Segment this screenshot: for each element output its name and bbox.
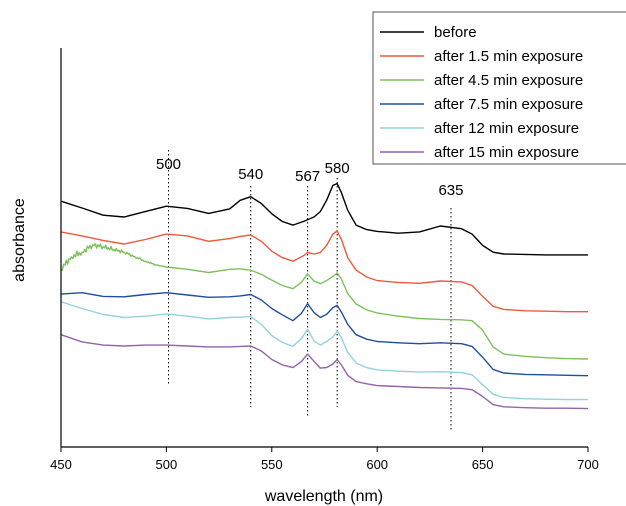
peak-label-635: 635 [438,182,463,199]
axes: 450 500 550 600 650 700 [50,48,599,472]
series-line-4 [60,301,588,401]
peak-label-540: 540 [238,166,263,183]
series-line-2 [60,243,589,360]
x-tick-label: 450 [50,457,72,472]
peak-markers: 500 540 567 580 635 [156,150,463,432]
x-axis-title: wavelength (nm) [264,488,383,505]
series-line-5 [60,334,589,410]
series-lines [60,182,589,410]
legend-entries: before after 1.5 min exposure after 4.5 mi… [380,24,583,161]
x-tick-label: 500 [156,457,178,472]
peak-label-580: 580 [325,160,350,177]
legend-label-4: after 12 min exposure [434,120,579,137]
legend-label-0: before [434,24,477,41]
legend-box [372,11,626,165]
x-tick-label: 550 [261,457,283,472]
series-line-3 [60,292,589,377]
x-tick-label: 700 [577,457,599,472]
legend-label-5: after 15 min exposure [434,144,579,161]
x-tick-label: 600 [366,457,388,472]
x-tick-label: 650 [472,457,494,472]
legend-label-2: after 4.5 min exposure [434,72,583,89]
legend: before after 1.5 min exposure after 4.5 mi… [372,11,626,165]
series-line-1 [60,230,588,313]
legend-label-1: after 1.5 min exposure [434,48,583,65]
y-axis-title: absorbance [11,198,28,282]
peak-label-500: 500 [156,156,181,173]
peak-label-567: 567 [295,168,320,185]
legend-label-3: after 7.5 min exposure [434,96,583,113]
series-line-0 [60,182,588,256]
